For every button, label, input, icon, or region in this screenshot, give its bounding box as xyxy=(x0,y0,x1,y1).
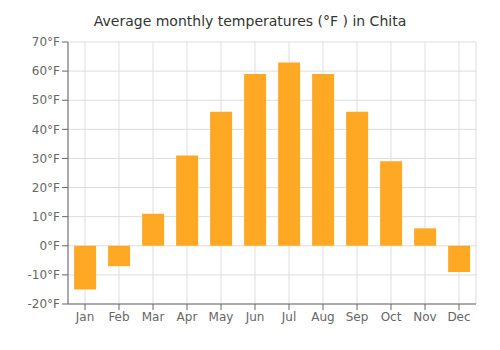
svg-text:20°F: 20°F xyxy=(32,181,60,195)
svg-text:May: May xyxy=(209,310,234,324)
svg-text:Aug: Aug xyxy=(311,310,334,324)
svg-text:30°F: 30°F xyxy=(32,152,60,166)
svg-text:Jul: Jul xyxy=(281,310,296,324)
svg-text:60°F: 60°F xyxy=(32,64,60,78)
svg-text:Oct: Oct xyxy=(381,310,402,324)
svg-text:Jan: Jan xyxy=(75,310,95,324)
svg-text:Dec: Dec xyxy=(447,310,470,324)
svg-text:Feb: Feb xyxy=(108,310,129,324)
svg-text:0°F: 0°F xyxy=(39,239,60,253)
svg-text:Mar: Mar xyxy=(142,310,165,324)
svg-text:Jun: Jun xyxy=(245,310,265,324)
svg-text:-10°F: -10°F xyxy=(27,268,60,282)
svg-text:Nov: Nov xyxy=(413,310,436,324)
svg-text:50°F: 50°F xyxy=(32,93,60,107)
svg-text:70°F: 70°F xyxy=(32,35,60,49)
svg-text:-20°F: -20°F xyxy=(27,297,60,311)
svg-text:10°F: 10°F xyxy=(32,210,60,224)
html-text:Average monthly temperatures (: Average monthly temperatures (°F ) in Ch… xyxy=(93,13,407,29)
svg-text:Sep: Sep xyxy=(346,310,369,324)
svg-text:Apr: Apr xyxy=(177,310,198,324)
svg-text:40°F: 40°F xyxy=(32,123,60,137)
